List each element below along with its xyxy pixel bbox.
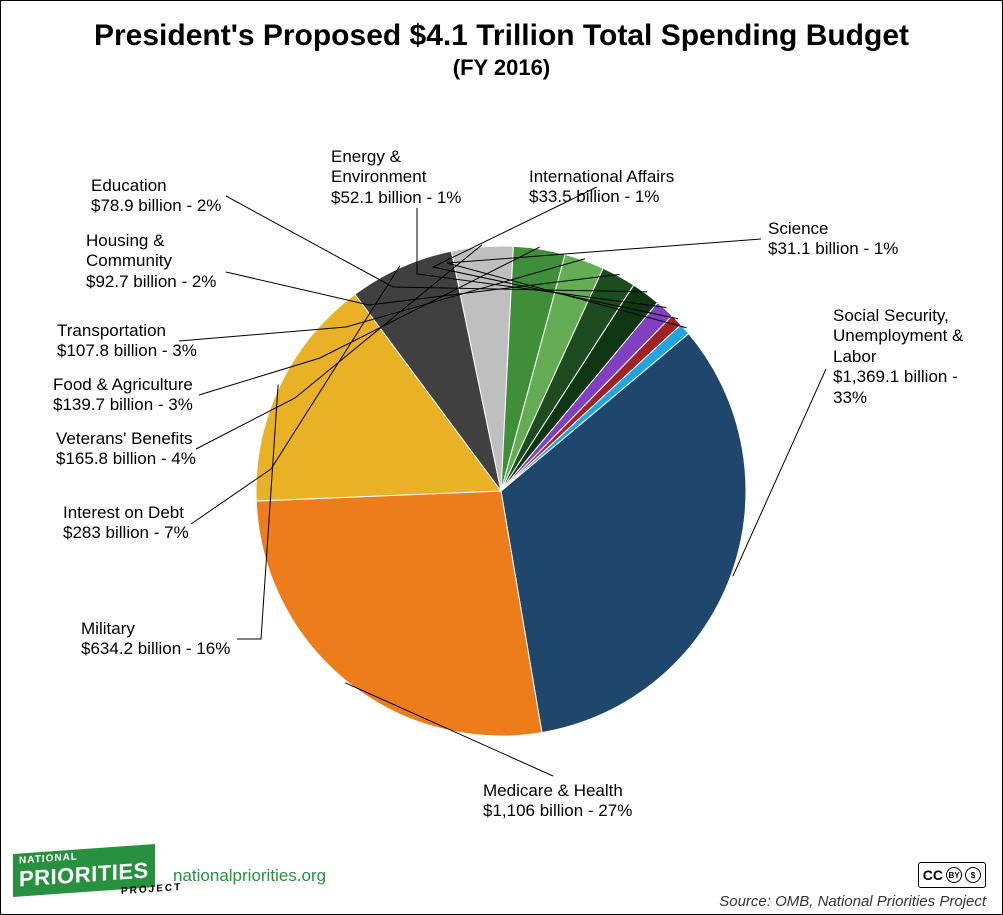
chart-frame: President's Proposed $4.1 Trillion Total… xyxy=(0,0,1003,915)
pie-slice xyxy=(256,491,542,736)
slice-label: Interest on Debt$283 billion - 7% xyxy=(63,503,189,544)
slice-label: Medicare & Health$1,106 billion - 27% xyxy=(483,781,632,822)
site-url: nationalpriorities.org xyxy=(173,866,326,886)
leader-line xyxy=(733,369,826,576)
slice-label: Social Security,Unemployment &Labor$1,36… xyxy=(833,306,963,408)
slice-label: Transportation$107.8 billion - 3% xyxy=(57,321,197,362)
slice-label: Housing &Community$92.7 billion - 2% xyxy=(86,231,216,292)
slice-label: International Affairs$33.5 billion - 1% xyxy=(529,167,674,208)
slice-label: Energy &Environment$52.1 billion - 1% xyxy=(331,147,461,208)
slice-label: Military$634.2 billion - 16% xyxy=(81,619,230,660)
cc-license-icon: CC BY $ xyxy=(918,862,986,888)
slice-label: Education$78.9 billion - 2% xyxy=(91,176,221,217)
slice-label: Science$31.1 billion - 1% xyxy=(768,219,898,260)
slice-label: Food & Agriculture$139.7 billion - 3% xyxy=(53,375,193,416)
cc-by-icon: BY xyxy=(946,867,962,883)
source-attribution: Source: OMB, National Priorities Project xyxy=(719,893,986,910)
footer: NATIONAL PRIORITIES PROJECT nationalprio… xyxy=(1,850,1002,914)
publisher-logo: NATIONAL PRIORITIES PROJECT xyxy=(13,849,155,892)
slice-label: Veterans' Benefits$165.8 billion - 4% xyxy=(56,429,196,470)
cc-nc-icon: $ xyxy=(965,867,981,883)
